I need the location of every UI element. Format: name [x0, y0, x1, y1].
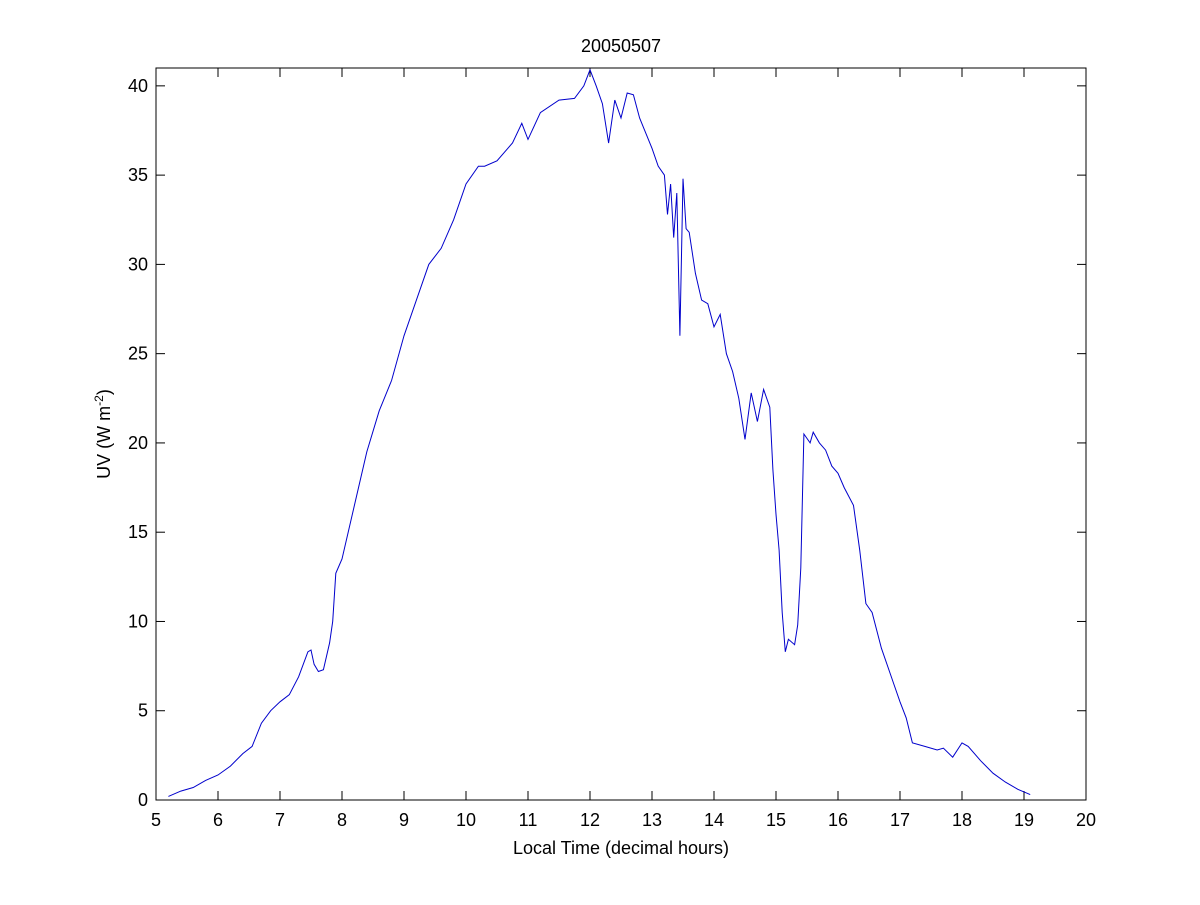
x-tick-label: 8 [337, 810, 347, 830]
y-tick-label: 25 [128, 344, 148, 364]
y-tick-label: 40 [128, 76, 148, 96]
x-tick-label: 11 [519, 810, 538, 830]
y-tick-label: 30 [128, 254, 148, 274]
y-tick-label: 5 [138, 701, 148, 721]
x-tick-label: 16 [828, 810, 848, 830]
y-axis-label-close: ) [94, 389, 114, 395]
axis-tick-labels: 5 6 7 8 9 10 11 12 13 14 15 16 17 18 19 200510152025303… [128, 76, 1096, 830]
x-tick-label: 7 [275, 810, 285, 830]
x-axis-label: Local Time (decimal hours) [513, 838, 729, 858]
x-tick-label: 20 [1076, 810, 1096, 830]
x-tick-label: 5 [151, 810, 161, 830]
y-tick-label: 20 [128, 433, 148, 453]
x-tick-label: 13 [642, 810, 662, 830]
x-tick-label: 14 [704, 810, 724, 830]
plot-frame [155, 67, 1087, 801]
x-tick-label: 10 [456, 810, 476, 830]
x-tick-label: 19 [1014, 810, 1034, 830]
x-tick-label: 15 [766, 810, 786, 830]
x-tick-label: 12 [580, 810, 600, 830]
axis-ticks [155, 68, 1087, 801]
y-tick-label: 10 [128, 611, 148, 631]
y-tick-label: 0 [138, 790, 148, 810]
uv-series-line [168, 68, 1031, 797]
chart-title: 20050507 [581, 36, 661, 56]
x-tick-label: 9 [399, 810, 409, 830]
plot-area [156, 68, 1086, 800]
x-tick-label: 18 [952, 810, 972, 830]
y-axis-label-superscript: -2 [92, 395, 106, 406]
y-tick-label: 35 [128, 165, 148, 185]
y-axis-label: UV (W m-2) [92, 389, 114, 479]
y-axis-label-main: UV (W m [94, 406, 114, 479]
y-tick-label: 15 [128, 522, 148, 542]
x-tick-label: 6 [213, 810, 223, 830]
x-tick-label: 17 [890, 810, 910, 830]
